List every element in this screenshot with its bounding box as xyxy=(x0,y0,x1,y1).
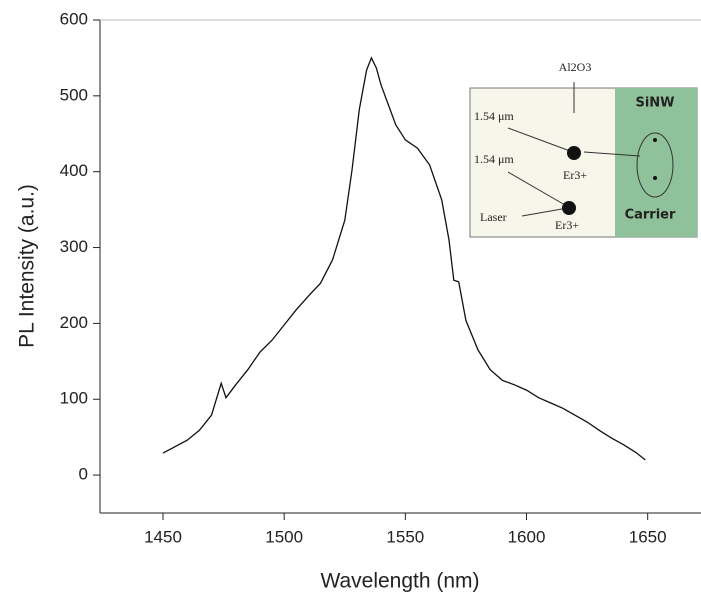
inset-ellipse xyxy=(636,132,674,198)
inset-label: Er3+ xyxy=(555,218,579,232)
inset-label: Al2O3 xyxy=(559,60,592,74)
y-tick-label: 400 xyxy=(60,161,88,180)
y-tick-label: 0 xyxy=(79,465,88,484)
inset-line xyxy=(507,127,571,152)
inset-carrier xyxy=(653,138,657,142)
x-tick-label: 1650 xyxy=(629,527,667,546)
x-tick-label: 1600 xyxy=(508,527,546,546)
y-tick-label: 200 xyxy=(60,313,88,332)
inset-line xyxy=(521,208,563,217)
inset-arrow xyxy=(583,151,641,157)
x-tick-label: 1500 xyxy=(265,527,303,546)
y-tick-label: 100 xyxy=(60,389,88,408)
inset-label: Er3+ xyxy=(563,168,587,182)
inset-line xyxy=(507,171,566,206)
inset-label: SiNW xyxy=(635,96,674,111)
x-axis-label: Wavelength (nm) xyxy=(320,570,479,593)
inset-carrier xyxy=(653,176,657,180)
x-tick-label: 1450 xyxy=(144,527,182,546)
inset-sinw xyxy=(615,88,697,237)
inset-ion xyxy=(562,201,576,215)
x-tick-label: 1550 xyxy=(386,527,424,546)
y-tick-label: 300 xyxy=(60,237,88,256)
data-line xyxy=(162,56,646,461)
inset-label: Laser xyxy=(480,210,507,224)
inset-label: Carrier xyxy=(625,208,676,223)
inset-ion xyxy=(567,146,581,160)
inset-label: 1.54 μm xyxy=(474,152,514,166)
y-tick-label: 600 xyxy=(60,9,88,28)
inset-label: 1.54 μm xyxy=(474,109,514,123)
y-axis-label: PL Intensity (a.u.) xyxy=(16,184,39,348)
y-tick-label: 500 xyxy=(60,85,88,104)
